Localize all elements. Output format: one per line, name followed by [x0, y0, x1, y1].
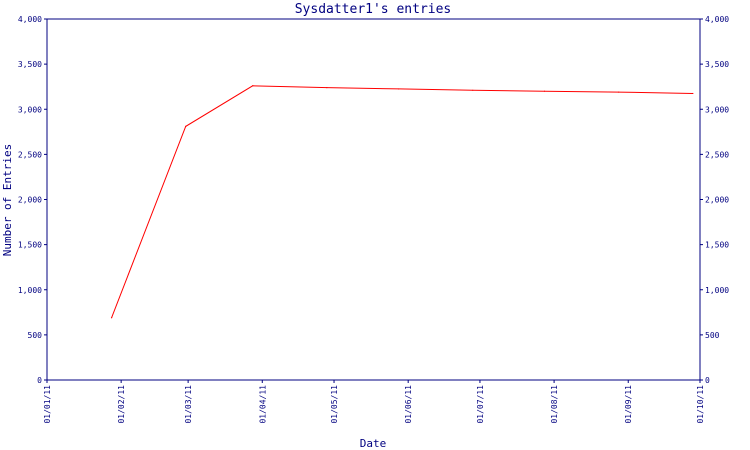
y-tick-label-right: 3,500 — [705, 60, 729, 69]
data-point — [398, 88, 400, 90]
x-tick-label: 01/07/11 — [476, 385, 485, 424]
y-tick-label-left: 1,500 — [18, 241, 42, 250]
x-tick-label: 01/09/11 — [624, 385, 633, 424]
data-point — [252, 85, 254, 87]
y-tick-label-left: 2,000 — [18, 196, 42, 205]
y-tick-label-left: 3,000 — [18, 105, 42, 114]
data-point — [543, 90, 546, 92]
data-point — [326, 86, 328, 89]
y-tick-label-left: 1,000 — [18, 286, 42, 295]
y-tick-label-right: 2,000 — [705, 196, 729, 205]
y-tick-label-left: 2,500 — [18, 150, 42, 159]
plot-area-frame — [46, 18, 701, 381]
data-point — [618, 91, 620, 93]
y-tick-label-right: 500 — [705, 331, 720, 340]
y-tick-label-right: 1,500 — [705, 241, 729, 250]
x-tick-label: 01/03/11 — [184, 385, 193, 424]
y-axis-left: 0 500 1,000 1,500 2,000 2,500 3,000 3,500 4,000 — [18, 15, 47, 385]
y-tick-label-right: 3,000 — [705, 105, 729, 114]
y-tick-label-right: 1,000 — [705, 286, 729, 295]
y-axis-right: 0 500 1,000 1,500 2,000 2,500 3,000 3,500 4,000 — [700, 15, 729, 385]
x-tick-label: 01/02/11 — [117, 385, 126, 424]
data-point — [185, 125, 187, 127]
y-tick-label-right: 4,000 — [705, 15, 729, 24]
x-tick-label: 01/05/11 — [330, 385, 339, 424]
x-tick-label: 01/08/11 — [550, 385, 559, 424]
data-point — [110, 317, 113, 319]
chart-title: Sysdatter1's entries — [295, 2, 452, 17]
y-axis-title: Number of Entries — [1, 144, 14, 257]
x-tick-label: 01/01/11 — [43, 385, 52, 424]
x-tick-label: 01/10/11 — [696, 385, 705, 424]
y-tick-label-left: 4,000 — [18, 15, 42, 24]
x-tick-label: 01/06/11 — [404, 385, 413, 424]
y-tick-label-left: 0 — [37, 376, 42, 385]
series-layer — [110, 85, 694, 319]
data-point — [692, 92, 694, 95]
y-tick-label-left: 500 — [28, 331, 43, 340]
y-tick-label-left: 3,500 — [18, 60, 42, 69]
x-axis-title: Date — [360, 437, 387, 450]
y-tick-label-right: 2,500 — [705, 150, 729, 159]
data-point — [472, 89, 474, 91]
x-tick-label: 01/04/11 — [258, 385, 267, 424]
x-axis: 01/01/11 01/02/11 01/03/11 01/04/11 01/05/11… — [43, 380, 705, 424]
y-tick-label-right: 0 — [705, 376, 710, 385]
series-line — [111, 85, 693, 318]
